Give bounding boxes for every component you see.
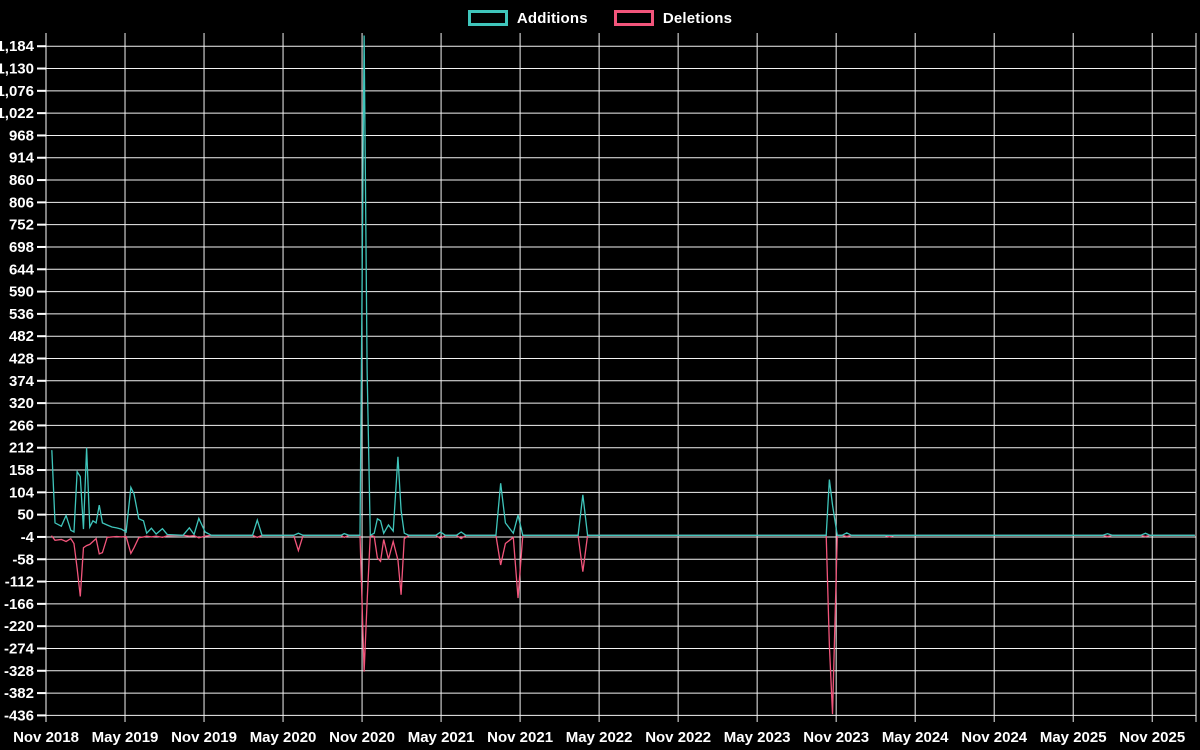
y-tick-label: 212: [9, 440, 34, 457]
y-tick-label: 158: [9, 462, 34, 479]
y-tick-label: 482: [9, 328, 34, 345]
y-tick-label: -112: [5, 574, 34, 591]
y-tick-label: -328: [4, 663, 34, 680]
y-tick-label: 590: [9, 284, 34, 301]
y-tick-label: 374: [9, 373, 35, 390]
legend-label-additions: Additions: [516, 9, 588, 27]
x-tick-label: Nov 2022: [645, 729, 711, 746]
series-line-additions: [51, 35, 1196, 537]
x-tick-label: May 2023: [724, 729, 791, 746]
x-tick-label: May 2019: [92, 729, 159, 746]
y-tick-label: -166: [4, 596, 34, 613]
y-tick-label: -382: [4, 685, 34, 702]
x-tick-label: Nov 2020: [329, 729, 395, 746]
y-tick-label: 806: [9, 194, 34, 211]
deletions-swatch-icon: [613, 10, 654, 26]
x-tick-label: Nov 2024: [961, 729, 1028, 746]
y-tick-label: 860: [9, 172, 34, 189]
x-tick-label: Nov 2025: [1119, 729, 1185, 746]
x-tick-label: May 2021: [408, 729, 475, 746]
y-tick-label: 428: [9, 350, 34, 367]
y-tick-label: -436: [4, 707, 34, 724]
y-tick-label: 320: [9, 395, 34, 412]
y-tick-label: 1,076: [0, 83, 34, 100]
y-tick-label: -274: [4, 640, 35, 657]
y-tick-label: 104: [9, 484, 35, 501]
y-tick-label: 752: [9, 217, 34, 234]
x-tick-label: May 2020: [250, 729, 317, 746]
y-tick-label: 1,184: [0, 38, 35, 55]
y-tick-label: 50: [17, 507, 34, 524]
additions-swatch-icon: [467, 10, 508, 26]
x-tick-label: Nov 2019: [171, 729, 237, 746]
y-tick-label: 968: [9, 127, 34, 144]
chart-legend: Additions Deletions: [0, 4, 1200, 32]
x-tick-label: Nov 2018: [13, 729, 79, 746]
y-tick-label: 1,130: [0, 61, 34, 78]
legend-label-deletions: Deletions: [662, 9, 733, 27]
y-tick-label: 1,022: [0, 105, 34, 122]
x-tick-label: May 2025: [1040, 729, 1107, 746]
y-tick-label: 266: [9, 417, 34, 434]
x-tick-label: May 2024: [882, 729, 949, 746]
y-tick-label: -220: [4, 618, 34, 635]
x-tick-label: Nov 2023: [803, 729, 869, 746]
y-tick-label: 914: [9, 150, 35, 167]
y-tick-label: 698: [9, 239, 34, 256]
legend-item-additions[interactable]: Additions: [467, 9, 588, 27]
x-tick-label: May 2022: [566, 729, 633, 746]
legend-item-deletions[interactable]: Deletions: [613, 9, 733, 27]
series-line-deletions: [51, 534, 1196, 715]
y-tick-label: -4: [21, 529, 35, 546]
y-tick-label: 536: [9, 306, 34, 323]
y-tick-label: -58: [12, 551, 34, 568]
y-tick-label: 644: [9, 261, 35, 278]
x-tick-label: Nov 2021: [487, 729, 553, 746]
